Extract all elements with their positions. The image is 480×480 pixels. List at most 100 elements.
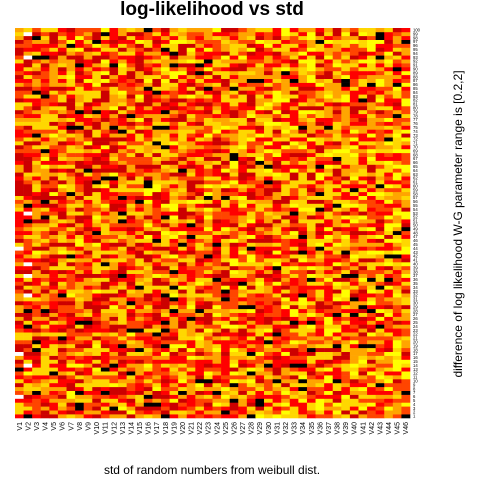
heatmap-cell <box>221 203 230 208</box>
heatmap-cell <box>212 234 222 239</box>
heatmap-cell <box>324 129 334 134</box>
heatmap-cell <box>152 254 162 259</box>
heatmap-cell <box>246 316 256 321</box>
heatmap-cell <box>118 180 127 185</box>
heatmap-cell <box>272 137 282 142</box>
heatmap-cell <box>186 223 196 228</box>
heatmap-cell <box>186 304 196 310</box>
heatmap-cell <box>384 363 394 368</box>
heatmap-cell <box>212 316 222 321</box>
heatmap-cell <box>118 320 127 325</box>
y-tick-label: 54 <box>413 207 418 212</box>
heatmap-cell <box>100 332 110 337</box>
heatmap-cell <box>392 133 402 138</box>
heatmap-cell <box>135 289 145 294</box>
x-tick-label: V46 <box>403 422 410 435</box>
heatmap-cell <box>401 382 411 388</box>
heatmap-cell <box>324 28 334 33</box>
heatmap-cell <box>92 406 102 411</box>
heatmap-cell <box>49 63 59 68</box>
heatmap-cell <box>32 191 42 196</box>
heatmap-cell <box>109 332 119 337</box>
heatmap-cell <box>178 43 188 48</box>
heatmap-cell <box>49 234 59 239</box>
heatmap-cell <box>375 168 385 173</box>
heatmap-cell <box>341 414 351 419</box>
heatmap-cell <box>109 324 119 329</box>
heatmap-cell <box>203 67 213 72</box>
heatmap-cell <box>289 63 299 68</box>
heatmap-cell <box>195 277 205 282</box>
heatmap-cell <box>246 156 256 161</box>
heatmap-cell <box>246 113 256 118</box>
heatmap-cell <box>135 82 145 87</box>
heatmap-cell <box>246 289 256 294</box>
heatmap-cell <box>272 207 282 212</box>
heatmap-cell <box>135 187 145 193</box>
heatmap-cell <box>109 277 119 282</box>
heatmap-cell <box>15 238 24 243</box>
heatmap-cell <box>143 371 153 376</box>
heatmap-cell <box>109 347 119 352</box>
heatmap-cell <box>238 137 248 142</box>
heatmap-cell <box>358 172 368 177</box>
heatmap-cell <box>341 117 351 122</box>
heatmap-cell <box>401 187 411 193</box>
heatmap-cell <box>23 254 33 259</box>
heatmap-cell <box>298 67 308 72</box>
heatmap-cell <box>229 246 239 251</box>
heatmap-cell <box>169 148 179 154</box>
heatmap-cell <box>298 351 308 356</box>
heatmap-cell <box>367 406 376 411</box>
heatmap-cell <box>298 363 308 368</box>
heatmap-cell <box>221 145 230 150</box>
heatmap-cell <box>238 223 248 228</box>
heatmap-cell <box>255 297 265 302</box>
heatmap-cell <box>401 328 411 333</box>
heatmap-cell <box>15 250 24 255</box>
heatmap-cell <box>49 152 59 157</box>
heatmap-cell <box>143 191 153 196</box>
x-tick-label: V35 <box>309 422 316 435</box>
heatmap-cell <box>100 258 110 263</box>
heatmap-cell <box>40 238 50 243</box>
heatmap-cell <box>306 238 316 243</box>
heatmap-cell <box>126 133 136 138</box>
heatmap-cell <box>169 86 179 91</box>
heatmap-cell <box>298 78 308 83</box>
heatmap-cell <box>169 285 179 290</box>
heatmap-cell <box>23 106 33 111</box>
heatmap-cell <box>281 211 291 216</box>
heatmap-cell <box>298 223 308 228</box>
heatmap-cell <box>255 148 265 154</box>
heatmap-cell <box>229 371 239 376</box>
heatmap-cell <box>238 301 248 306</box>
heatmap-cell <box>255 203 265 208</box>
heatmap-cell <box>281 402 291 407</box>
heatmap-cell <box>255 47 265 52</box>
heatmap-cell <box>255 113 265 118</box>
heatmap-cell <box>15 78 24 83</box>
heatmap-cell <box>186 67 196 72</box>
heatmap-cell <box>40 328 50 333</box>
heatmap-cell <box>83 125 93 130</box>
heatmap-cell <box>298 367 308 372</box>
heatmap-cell <box>15 281 24 286</box>
heatmap-cell <box>75 406 84 411</box>
heatmap-cell <box>298 39 308 44</box>
heatmap-cell <box>186 406 196 411</box>
heatmap-cell <box>367 304 376 310</box>
heatmap-cell <box>152 281 162 286</box>
heatmap-cell <box>32 187 42 193</box>
heatmap-cell <box>221 207 230 212</box>
heatmap-cell <box>186 382 196 388</box>
heatmap-cell <box>229 258 239 263</box>
heatmap-cell <box>75 70 84 76</box>
heatmap-cell <box>212 223 222 228</box>
heatmap-cell <box>100 109 110 115</box>
heatmap-cell <box>289 293 299 298</box>
heatmap-cell <box>152 375 162 380</box>
heatmap-cell <box>332 328 342 333</box>
heatmap-cell <box>109 336 119 341</box>
heatmap-cell <box>246 117 256 122</box>
